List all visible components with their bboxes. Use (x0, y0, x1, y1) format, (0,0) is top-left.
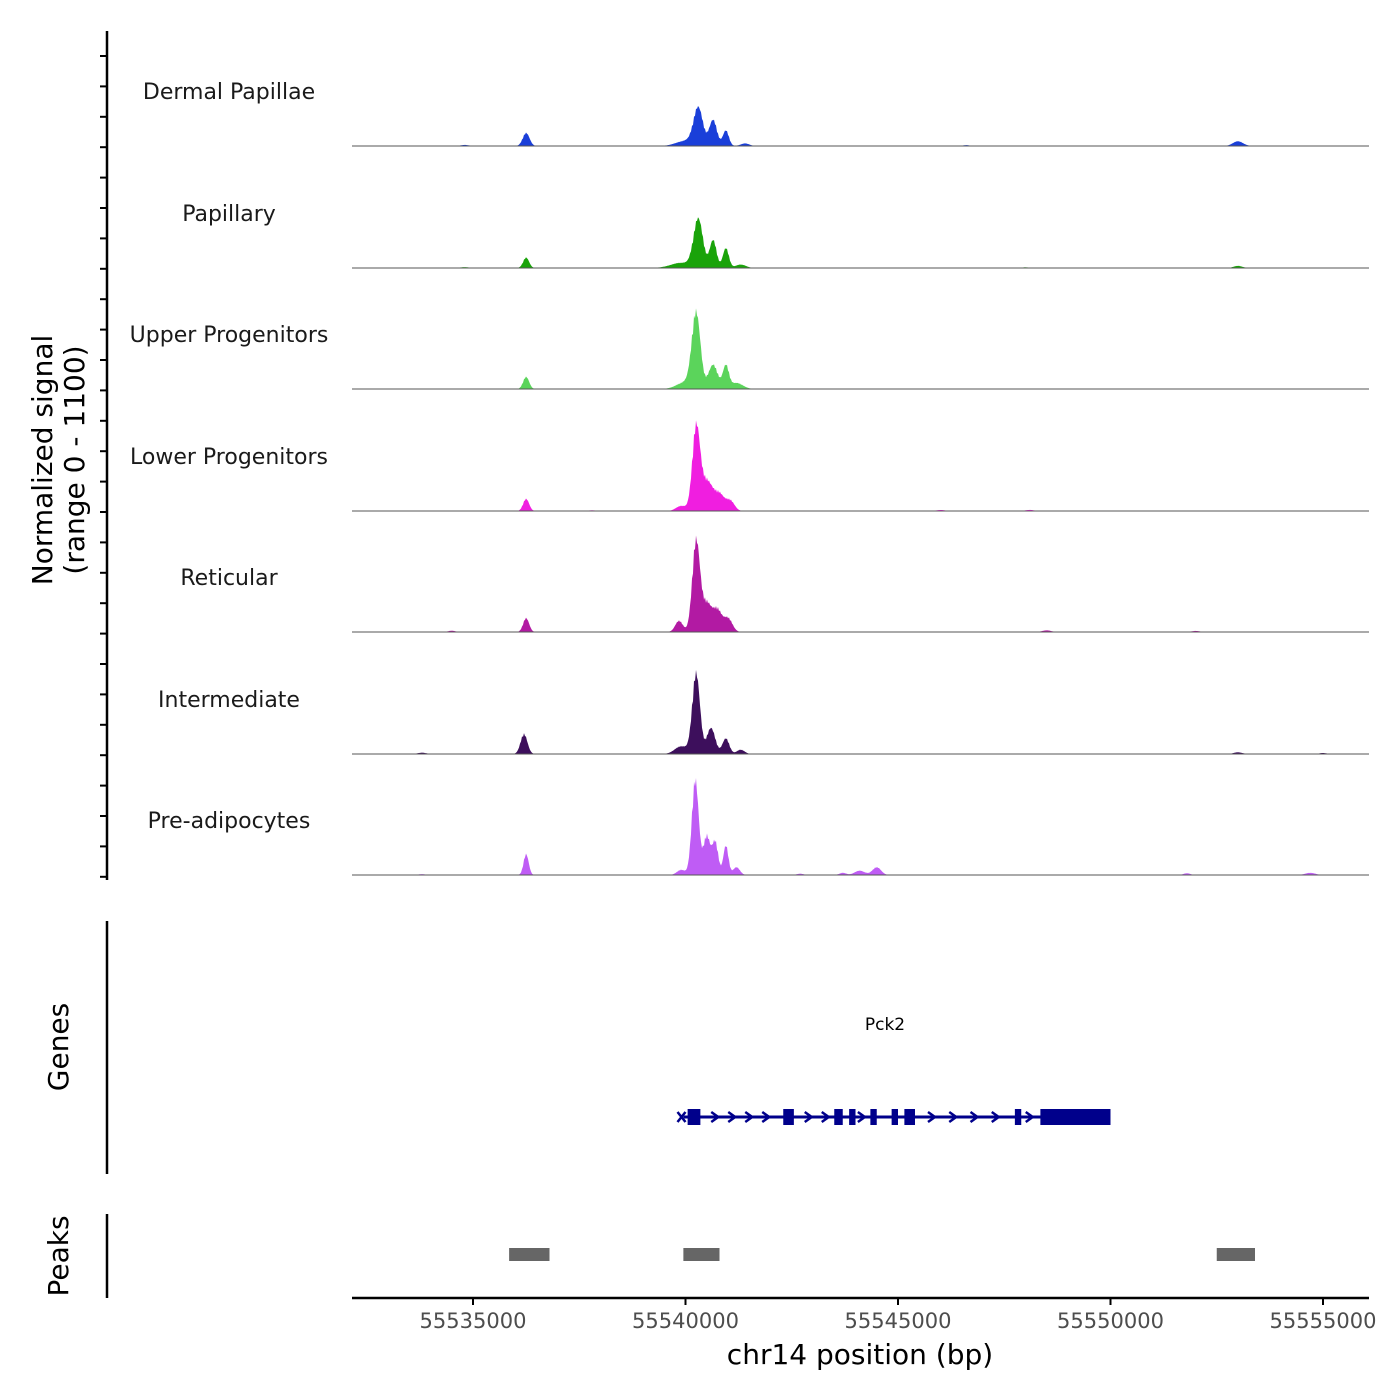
x-axis: 55535000 55540000 55545000 55550000 55555000 (352, 1296, 1377, 1333)
track-lower-progenitors: Lower Progenitors (130, 420, 1369, 512)
signal-area (352, 535, 1369, 632)
genes-panel-label: Genes (42, 1003, 75, 1091)
gene-pck2: Pck2 (676, 1015, 1111, 1125)
gene-exon (1040, 1109, 1111, 1125)
strand-arrow (948, 1110, 959, 1124)
signal-area (352, 778, 1369, 875)
signal-area (352, 420, 1369, 511)
x-tick-label: 55550000 (1057, 1309, 1164, 1333)
track-pre-adipocytes: Pre-adipocytes (148, 778, 1369, 876)
strand-arrow (969, 1110, 980, 1124)
y-axis-title-line1: Normalized signal (26, 335, 59, 586)
x-tick-label: 55535000 (420, 1309, 527, 1333)
strand-arrow (804, 1110, 814, 1124)
signal-tracks: Dermal Papillae Papillary Upper Progenitor… (130, 80, 1369, 876)
signal-y-axis (100, 31, 109, 880)
track-label: Pre-adipocytes (148, 809, 311, 834)
track-papillary: Papillary (182, 202, 1369, 269)
track-label: Lower Progenitors (130, 445, 328, 470)
track-label: Dermal Papillae (143, 80, 315, 105)
strand-arrow (857, 1110, 868, 1124)
strand-arrow (821, 1110, 831, 1124)
gene-exon (783, 1109, 794, 1125)
signal-area (352, 669, 1369, 754)
y-axis-title-line2: (range 0 - 1100) (58, 345, 91, 574)
signal-area (352, 217, 1369, 268)
gene-exon (891, 1109, 898, 1125)
x-tick-label: 55545000 (845, 1309, 952, 1333)
strand-arrow (710, 1110, 721, 1124)
track-label: Intermediate (158, 688, 300, 713)
gene-name-label: Pck2 (865, 1015, 905, 1035)
track-label: Upper Progenitors (130, 323, 329, 348)
peak-regions (509, 1248, 1255, 1261)
gene-exon (834, 1109, 843, 1125)
peak-region (509, 1248, 550, 1261)
x-axis-title: chr14 position (bp) (727, 1338, 993, 1371)
track-label: Papillary (182, 202, 276, 227)
gene-exon (904, 1109, 915, 1125)
track-upper-progenitors: Upper Progenitors (130, 308, 1369, 390)
signal-area (352, 308, 1369, 389)
track-label: Reticular (180, 566, 278, 591)
peak-region (1216, 1248, 1255, 1261)
x-tick-label: 55540000 (632, 1309, 739, 1333)
x-tick-label: 55555000 (1270, 1309, 1377, 1333)
strand-arrow (991, 1110, 1001, 1124)
gene-exon (1014, 1109, 1022, 1125)
track-dermal-papillae: Dermal Papillae (143, 80, 1369, 147)
peaks-panel-label: Peaks (42, 1215, 75, 1296)
track-intermediate: Intermediate (158, 669, 1369, 755)
strand-arrow (744, 1110, 755, 1124)
gene-exon (849, 1109, 856, 1125)
strand-arrow (927, 1110, 938, 1124)
strand-arrow (727, 1110, 738, 1124)
gene-exon (870, 1109, 877, 1125)
strand-arrow (1025, 1110, 1035, 1124)
gene-start-marker (676, 1111, 687, 1123)
gene-exon (687, 1109, 701, 1125)
signal-area (352, 105, 1369, 146)
strand-arrow (761, 1110, 772, 1124)
peak-region (683, 1248, 720, 1261)
track-reticular: Reticular (180, 535, 1369, 633)
gene-track: Pck2 (676, 1015, 1111, 1125)
